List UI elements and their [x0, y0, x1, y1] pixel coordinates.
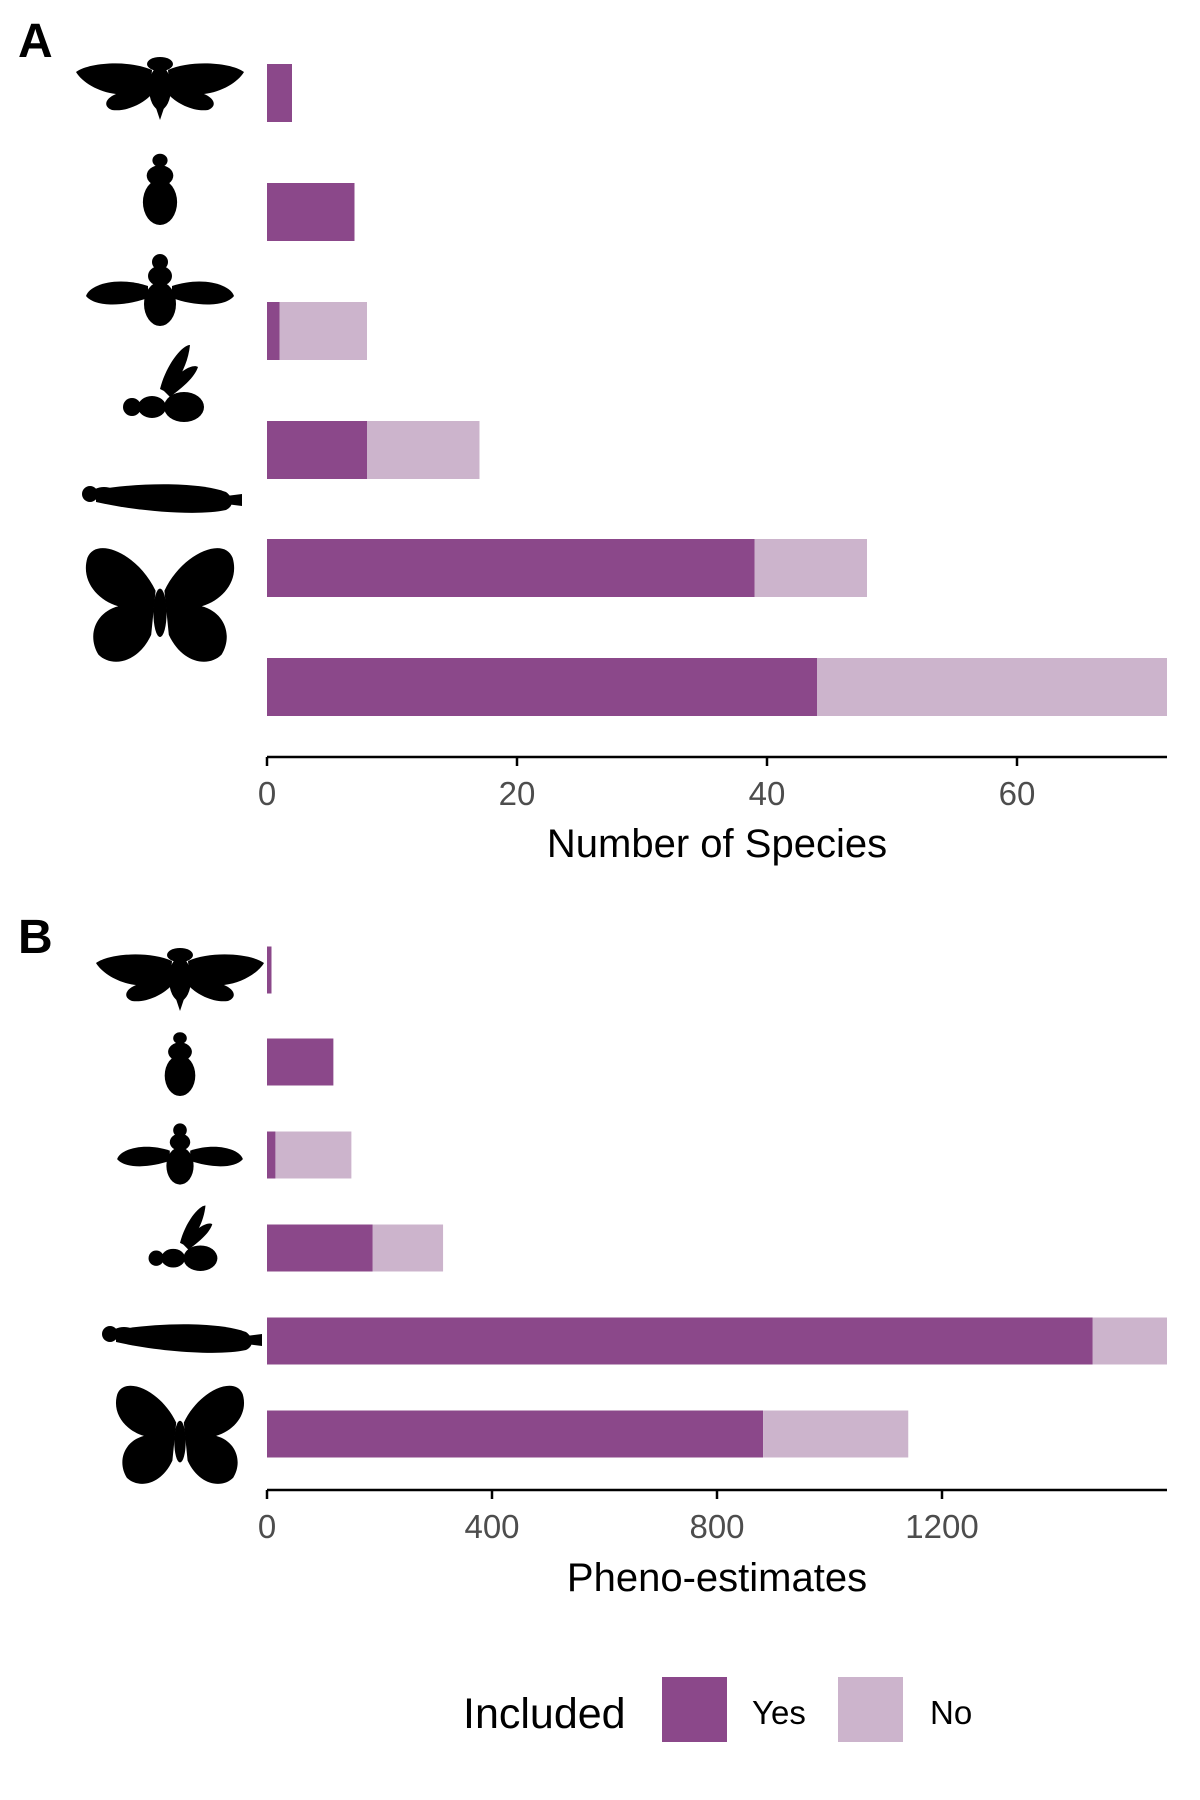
- bar-no-damselfly: [754, 539, 867, 597]
- legend-title: Included: [463, 1690, 626, 1738]
- icons-panel-b: [96, 948, 264, 1484]
- bar-yes-wasp: [267, 1224, 373, 1272]
- bar-no-wasp: [367, 421, 480, 479]
- legend-label-yes: Yes: [752, 1694, 806, 1731]
- bar-yes-fly: [267, 302, 280, 360]
- bar-yes-butterfly: [267, 1410, 764, 1458]
- beetle-icon: [152, 1021, 208, 1112]
- bar-no-butterfly: [763, 1410, 909, 1458]
- bar-yes-beetle: [267, 1038, 334, 1086]
- legend: Included Yes No: [463, 1677, 972, 1742]
- butterfly-icon: [115, 1385, 245, 1484]
- x-tick-label: 60: [999, 775, 1036, 812]
- x-ticks-b: 0 400 800 1200: [258, 1490, 979, 1545]
- butterfly-icon: [85, 548, 235, 662]
- bar-yes-wasp: [267, 421, 367, 479]
- bar-no-fly: [279, 302, 367, 360]
- cicada-icon: [96, 948, 264, 1011]
- bar-no-butterfly: [817, 658, 1167, 716]
- fly-icon: [86, 252, 234, 342]
- damselfly-icon: [82, 484, 242, 550]
- legend-label-no: No: [930, 1694, 972, 1731]
- legend-swatch-no: [838, 1677, 903, 1742]
- beetle-icon: [129, 141, 191, 243]
- x-tick-label: 400: [464, 1508, 519, 1545]
- panel-label-b: B: [18, 911, 53, 964]
- fly-icon: [117, 1121, 243, 1199]
- bar-no-damselfly: [1092, 1317, 1167, 1365]
- x-tick-label: 0: [258, 1508, 276, 1545]
- bar-no-wasp: [372, 1224, 444, 1272]
- cicada-icon: [76, 57, 244, 120]
- x-axis-title-a: Number of Species: [547, 822, 887, 866]
- wasp-icon: [112, 345, 204, 449]
- x-tick-label: 1200: [905, 1508, 978, 1545]
- wasp-icon: [139, 1205, 218, 1294]
- bar-yes-butterfly: [267, 658, 817, 716]
- bar-yes-cicada: [267, 946, 272, 994]
- x-tick-label: 800: [689, 1508, 744, 1545]
- bar-yes-damselfly: [267, 539, 755, 597]
- bar-yes-cicada: [267, 64, 292, 122]
- bar-no-fly: [275, 1131, 352, 1179]
- bar-yes-damselfly: [267, 1317, 1093, 1365]
- x-axis-title-b: Pheno-estimates: [567, 1556, 867, 1600]
- bar-yes-beetle: [267, 183, 355, 241]
- x-tick-label: 40: [749, 775, 786, 812]
- damselfly-icon: [102, 1324, 262, 1390]
- bars-panel-a: [267, 64, 1167, 716]
- x-ticks-a: 0 20 40 60: [258, 757, 1036, 812]
- icons-panel-a: [76, 57, 244, 662]
- x-tick-label: 20: [499, 775, 536, 812]
- bar-yes-fly: [267, 1131, 276, 1179]
- bars-panel-b: [267, 946, 1167, 1458]
- panel-label-a: A: [18, 15, 53, 68]
- legend-swatch-yes: [662, 1677, 727, 1742]
- x-tick-label: 0: [258, 775, 276, 812]
